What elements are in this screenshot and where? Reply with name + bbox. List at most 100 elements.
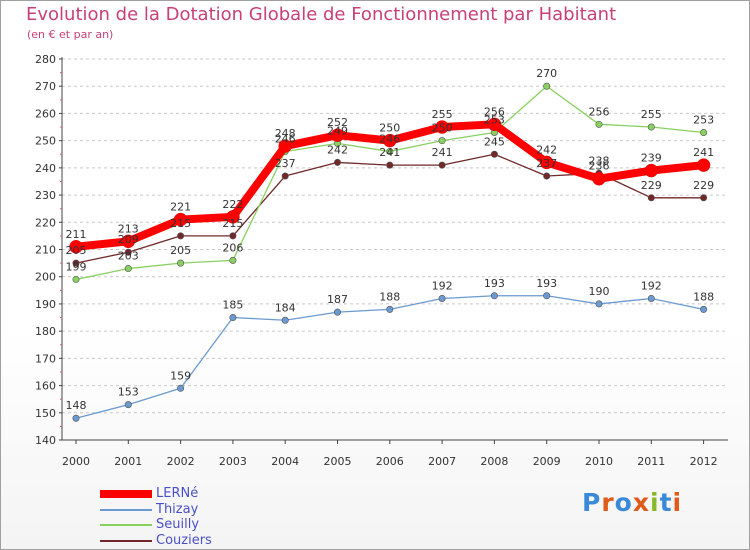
data-point-lerné-2009 <box>539 155 554 170</box>
legend-label: LERNé <box>156 486 199 501</box>
data-point-lerné-2000 <box>69 240 83 254</box>
data-point-thizay-2003 <box>229 314 237 322</box>
data-point-seuilly-2002 <box>177 259 185 267</box>
data-point-lerné-2003 <box>226 210 240 224</box>
x-tick-label-2006: 2006 <box>376 455 404 468</box>
y-tick-label-150: 150 <box>35 407 56 420</box>
data-point-couziers-2002 <box>177 232 185 240</box>
y-tick-label-260: 260 <box>35 107 56 120</box>
data-label-seuilly-2003: 206 <box>222 241 243 254</box>
y-tick-label-270: 270 <box>35 80 56 93</box>
data-point-seuilly-2009 <box>543 82 551 90</box>
data-point-couziers-2011 <box>647 194 655 202</box>
data-point-thizay-2005 <box>333 308 341 316</box>
y-axis-ticks: 140 150 160 170 180 190 200 210 220 230 240 250 260 2… <box>35 53 62 447</box>
data-point-thizay-2004 <box>281 316 289 324</box>
data-point-couziers-2007 <box>438 161 446 169</box>
x-tick-label-2012: 2012 <box>690 455 718 468</box>
data-label-lerné-2003: 222 <box>222 198 243 211</box>
x-axis-ticks: 2000 2001 2002 2003 2004 2005 2006 2007 2008 2009… <box>62 440 718 468</box>
data-label-couziers-2010: 238 <box>589 154 610 167</box>
data-label-couziers-2004: 237 <box>275 157 296 170</box>
data-label-seuilly-2009: 270 <box>536 67 557 80</box>
x-tick-label-2011: 2011 <box>637 455 665 468</box>
x-tick-label-2000: 2000 <box>62 455 90 468</box>
x-tick-label-2007: 2007 <box>428 455 456 468</box>
data-point-couziers-2009 <box>543 172 551 180</box>
data-label-thizay-2002: 159 <box>170 369 191 382</box>
y-tick-label-240: 240 <box>35 162 56 175</box>
legend-swatch <box>100 508 152 511</box>
grid-lines <box>62 58 728 414</box>
proxiti-logo: Proxiti <box>582 488 682 517</box>
y-tick-label-210: 210 <box>35 244 56 257</box>
data-label-thizay-2000: 148 <box>66 399 87 412</box>
data-point-thizay-2011 <box>647 294 655 302</box>
data-label-thizay-2001: 153 <box>118 386 139 399</box>
y-tick-label-200: 200 <box>35 271 56 284</box>
x-tick-label-2009: 2009 <box>533 455 561 468</box>
data-point-seuilly-2007 <box>438 137 446 145</box>
data-point-thizay-2000 <box>72 414 80 422</box>
series-group <box>69 82 711 422</box>
data-point-couziers-2005 <box>333 158 341 166</box>
data-label-seuilly-2011: 255 <box>641 108 662 121</box>
series-line-thizay <box>75 295 704 419</box>
axes <box>61 57 728 441</box>
data-label-seuilly-2010: 256 <box>589 105 610 118</box>
data-point-thizay-2001 <box>124 401 132 409</box>
data-point-seuilly-2003 <box>229 256 237 264</box>
y-tick-label-140: 140 <box>35 434 56 447</box>
logo-letter: P <box>582 488 602 517</box>
logo-letter: x <box>632 488 650 517</box>
data-label-seuilly-2006: 246 <box>379 133 400 146</box>
data-label-lerné-2000: 211 <box>66 228 87 241</box>
x-tick-label-2004: 2004 <box>271 455 299 468</box>
data-label-couziers-2006: 241 <box>379 146 400 159</box>
y-tick-label-180: 180 <box>35 325 56 338</box>
data-point-lerné-2010 <box>592 171 606 186</box>
data-point-seuilly-2012 <box>700 128 708 136</box>
data-label-seuilly-2007: 250 <box>432 122 453 135</box>
data-label-lerné-2005: 252 <box>327 116 348 129</box>
data-label-lerné-2007: 255 <box>432 108 453 121</box>
data-label-couziers-2001: 209 <box>118 233 139 246</box>
data-point-seuilly-2010 <box>595 120 603 128</box>
data-point-lerné-2011 <box>644 163 659 178</box>
data-label-thizay-2012: 188 <box>693 290 714 303</box>
data-label-seuilly-2008: 253 <box>484 113 505 126</box>
y-tick-label-190: 190 <box>35 298 56 311</box>
logo-letter: t <box>659 488 673 517</box>
data-label-lerné-2010: 236 <box>589 160 610 173</box>
logo-letter: o <box>614 488 633 517</box>
data-point-thizay-2002 <box>177 384 185 392</box>
legend-label: Couziers <box>156 532 212 548</box>
x-tick-label-2002: 2002 <box>167 455 195 468</box>
data-point-couziers-2008 <box>490 150 498 158</box>
data-label-thizay-2005: 187 <box>327 293 348 306</box>
data-label-couziers-2005: 242 <box>327 143 348 156</box>
chart-subtitle: (en € et par an) <box>27 28 114 41</box>
data-label-seuilly-2002: 205 <box>170 244 191 257</box>
data-label-seuilly-2001: 203 <box>118 250 139 263</box>
data-point-thizay-2009 <box>543 292 551 300</box>
data-label-thizay-2008: 193 <box>484 277 505 290</box>
data-label-couziers-2008: 245 <box>484 135 505 148</box>
data-point-lerné-2007 <box>435 120 449 134</box>
data-point-couziers-2006 <box>386 161 394 169</box>
data-label-lerné-2011: 239 <box>641 152 662 165</box>
data-label-couziers-2012: 229 <box>693 179 714 192</box>
x-tick-label-2010: 2010 <box>585 455 613 468</box>
data-label-thizay-2007: 192 <box>432 279 453 292</box>
data-point-lerné-2012 <box>696 158 711 172</box>
chart-title: Evolution de la Dotation Globale de Fonc… <box>26 4 617 25</box>
data-label-lerné-2001: 213 <box>118 222 139 235</box>
data-label-thizay-2006: 188 <box>379 290 400 303</box>
data-point-lerné-2001 <box>121 234 136 249</box>
data-point-couziers-2001 <box>124 248 132 256</box>
data-point-seuilly-2006 <box>386 148 394 156</box>
data-point-couziers-2004 <box>281 172 289 180</box>
x-tick-label-2003: 2003 <box>219 455 247 468</box>
